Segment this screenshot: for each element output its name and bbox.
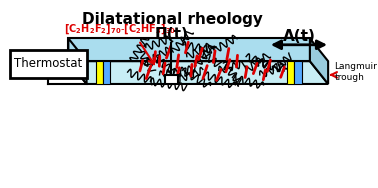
Polygon shape [103,61,110,84]
Text: Langmuir
trough: Langmuir trough [335,62,377,82]
Polygon shape [96,61,103,84]
Bar [165,75,178,84]
Polygon shape [294,61,302,84]
Text: Π(t): Π(t) [155,27,188,42]
Text: $\mathbf{[C_2H_2F_2]_{70}}$-$\mathbf{[C_2HF_3]_{30}}$: $\mathbf{[C_2H_2F_2]_{70}}$-$\mathbf{[C_… [64,22,177,36]
Text: A(t): A(t) [282,29,315,44]
Polygon shape [68,38,310,61]
Polygon shape [68,61,328,84]
Text: Thermostat: Thermostat [14,57,82,70]
FancyBboxPatch shape [10,50,87,78]
Text: Dilatational rheology: Dilatational rheology [82,12,263,27]
Polygon shape [68,38,87,84]
Polygon shape [310,38,328,84]
Polygon shape [287,61,294,84]
